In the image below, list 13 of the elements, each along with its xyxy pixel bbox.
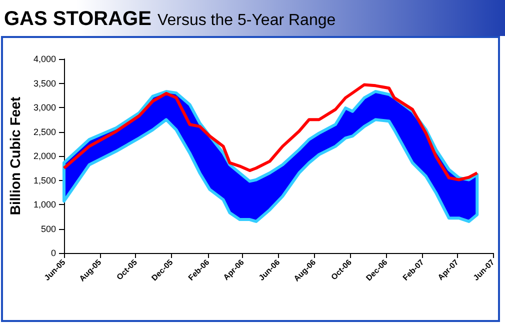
y-tick-label: 4,000	[33, 54, 56, 64]
y-axis-title: Billion Cubic Feet	[7, 96, 23, 216]
y-tick-label: 0	[50, 248, 56, 258]
line-series	[62, 83, 479, 182]
y-tick-label: 3,500	[33, 78, 56, 88]
y-tick-label: 1,000	[33, 200, 56, 210]
y-tick-label: 1,500	[33, 175, 56, 186]
chart-subtitle: Versus the 5-Year Range	[157, 12, 336, 29]
y-tick-label: 500	[40, 224, 56, 234]
y-tick-label: 3,000	[33, 102, 56, 112]
y-tick-label: 2,500	[33, 126, 56, 137]
chart-title: GAS STORAGE	[4, 8, 152, 30]
y-tick-label: 2,000	[33, 151, 56, 161]
